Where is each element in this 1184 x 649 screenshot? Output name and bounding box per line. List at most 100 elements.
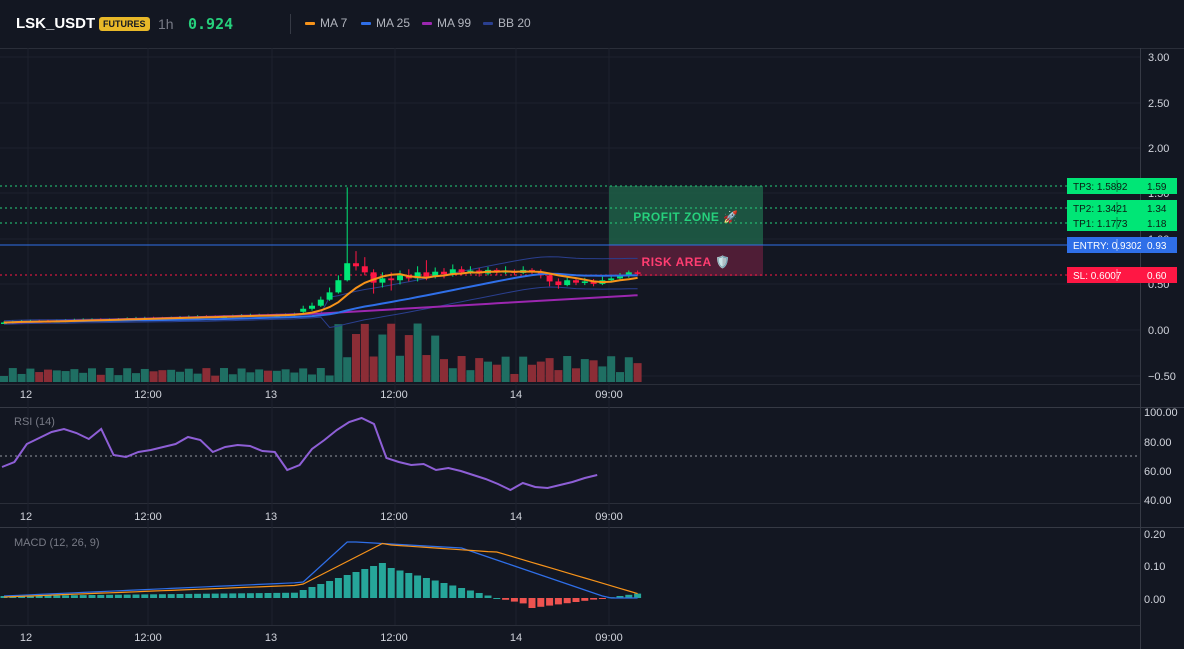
tp3-tag-bg — [1067, 178, 1141, 194]
ma99-label: MA 99 — [437, 16, 472, 30]
symbol-name[interactable]: LSK_USDT — [16, 15, 96, 32]
macd-hist-bar-21 — [185, 593, 193, 598]
volume-bar-65 — [572, 368, 580, 382]
macd-hist-bar-50 — [440, 583, 448, 598]
macd-axis-010: 0.10 — [1144, 561, 1165, 573]
macd-hist-bar-11 — [97, 594, 105, 598]
ma7-line — [3, 270, 638, 324]
macd-hist-bar-36 — [317, 584, 325, 598]
legend-bb20[interactable]: BB 20 — [483, 16, 531, 30]
volume-bar-46 — [404, 335, 413, 382]
volume-bars — [0, 323, 642, 382]
price-axis-label-1: 2.50 — [1148, 98, 1169, 110]
time-label-0-4: 14 — [510, 389, 522, 401]
macd-hist-bar-57 — [502, 598, 510, 600]
last-price: 0.924 — [188, 15, 234, 33]
volume-bar-17 — [149, 371, 158, 382]
volume-bar-14 — [123, 368, 132, 382]
macd-hist-bar-45 — [396, 570, 404, 598]
macd-hist-bar-38 — [334, 578, 342, 598]
sl-tag-bg — [1067, 267, 1141, 283]
macd-hist-bar-8 — [70, 595, 78, 598]
volume-bar-58 — [510, 373, 519, 382]
ma7-swatch — [305, 21, 315, 25]
volume-bar-22 — [193, 373, 202, 382]
rsi-axis-40: 40.00 — [1144, 495, 1172, 507]
candle-body-43 — [379, 278, 386, 283]
macd-hist-bar-67 — [590, 598, 598, 600]
price-axis-label-6: 0.00 — [1148, 325, 1169, 337]
candle-body-49 — [432, 271, 439, 277]
macd-axis-020: 0.20 — [1144, 529, 1165, 541]
price-axis-label-0: 3.00 — [1148, 52, 1169, 64]
volume-bar-52 — [457, 356, 466, 382]
volume-bar-5 — [44, 369, 52, 382]
volume-bar-25 — [220, 368, 228, 382]
candle-body-72 — [634, 272, 641, 274]
tp3-value: 1.59 — [1147, 182, 1167, 193]
macd-hist-bar-16 — [141, 594, 149, 598]
macd-hist-bar-39 — [343, 575, 351, 598]
volume-bar-8 — [70, 369, 79, 382]
macd-hist-bar-48 — [422, 578, 430, 598]
candle-body-52 — [458, 269, 465, 273]
volume-bar-45 — [396, 355, 404, 382]
volume-bar-10 — [88, 368, 96, 382]
macd-hist-bar-58 — [510, 598, 518, 602]
risk-zone — [609, 245, 763, 276]
macd-hist-bar-20 — [176, 594, 184, 598]
macd-hist-bar-25 — [220, 593, 228, 598]
volume-bar-40 — [352, 334, 360, 382]
macd-hist-bar-72 — [634, 593, 642, 598]
candle-body-42 — [370, 272, 377, 283]
tp2-value-bg — [1141, 200, 1177, 216]
macd-hist-bar-46 — [405, 573, 413, 598]
volume-bar-33 — [290, 372, 299, 382]
candle-body-63 — [555, 281, 562, 286]
volume-bar-2 — [17, 373, 26, 382]
macd-hist-bar-60 — [528, 598, 536, 608]
macd-hist-bar-47 — [414, 575, 422, 598]
volume-bar-29 — [255, 369, 264, 382]
moving-averages — [3, 270, 638, 324]
volume-bar-24 — [211, 375, 220, 382]
macd-signal-line — [3, 542, 638, 598]
legend-ma99[interactable]: MA 99 — [422, 16, 471, 30]
candle-body-40 — [353, 263, 359, 267]
legend-ma7[interactable]: MA 7 — [305, 16, 347, 30]
volume-bar-66 — [580, 359, 589, 382]
candle-body-67 — [590, 281, 597, 284]
volume-bar-55 — [484, 361, 492, 382]
time-label-0-1: 12:00 — [134, 389, 162, 401]
macd-axis: 0.20 0.10 0.00 — [1144, 529, 1165, 606]
macd-hist-bar-10 — [88, 595, 96, 598]
tp1-tag-label: TP1: 1.1773 — [1073, 219, 1128, 230]
time-axes: 12 12:00 13 12:00 14 09:00 12 12:00 13 12:00 14 09:… — [20, 389, 623, 644]
macd-hist-bar-68 — [598, 598, 606, 599]
candle-body-51 — [449, 269, 456, 275]
candle-body-34 — [300, 308, 307, 312]
legend-ma25[interactable]: MA 25 — [361, 16, 410, 30]
volume-bar-18 — [158, 370, 167, 382]
candle-body-47 — [414, 272, 421, 279]
rsi-line — [1, 416, 598, 492]
macd-hist-bar-12 — [106, 594, 114, 598]
macd-hist-bar-61 — [537, 598, 545, 607]
candle-body-66 — [581, 281, 588, 283]
tp2-value: 1.34 — [1147, 204, 1167, 215]
timeframe-label[interactable]: 1h — [158, 16, 174, 32]
volume-bar-70 — [616, 372, 624, 382]
candle-body-71 — [625, 272, 632, 276]
rsi-axis: 100.00 80.00 60.00 40.00 — [1144, 407, 1178, 507]
macd-hist-bar-9 — [79, 595, 87, 598]
macd-hist-bar-40 — [352, 572, 360, 598]
tp2-tag-label: TP2: 1.3421 — [1073, 204, 1128, 215]
candle-body-50 — [441, 271, 447, 275]
profit-zone-label: PROFIT ZONE 🚀 — [633, 210, 738, 224]
volume-bar-37 — [325, 375, 334, 382]
entry-value-bg — [1141, 237, 1177, 253]
tp1-value: 1.18 — [1147, 219, 1167, 230]
candle-body-39 — [344, 263, 351, 281]
entry-tag-bg — [1067, 237, 1141, 253]
